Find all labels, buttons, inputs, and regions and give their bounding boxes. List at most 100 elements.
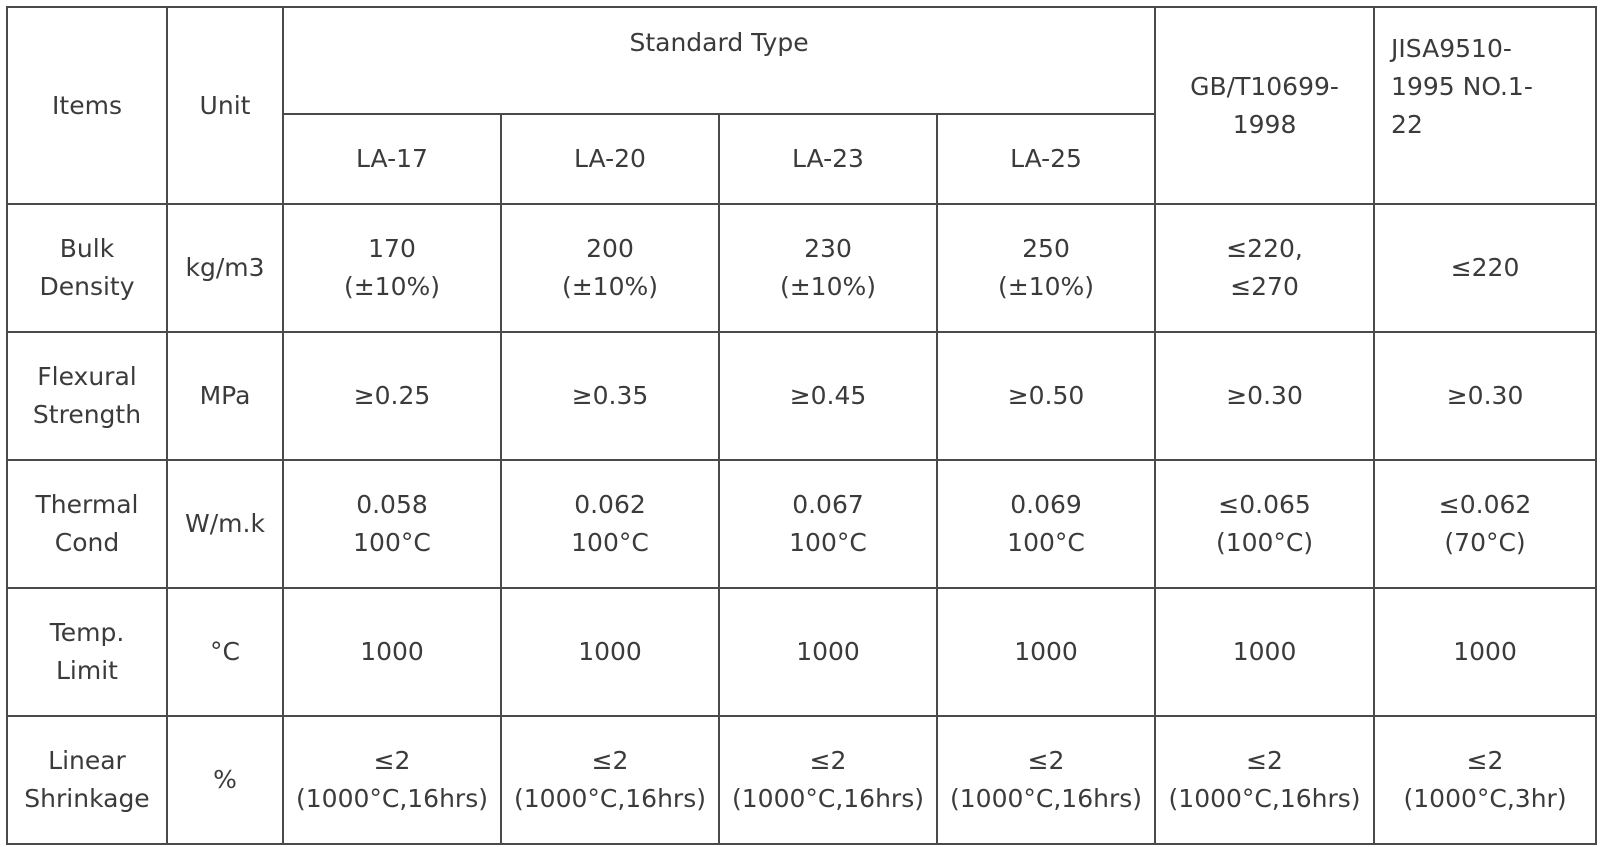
value-cell: ≤2 (1000°C,16hrs) [718, 715, 938, 845]
value-cell: ≤2 (1000°C,16hrs) [500, 715, 720, 845]
value-line: (±10%) [998, 272, 1095, 301]
header-row-1: Items Unit Standard Type GB/T10699- 1998… [6, 6, 1598, 205]
item-label: Thermal [35, 490, 139, 519]
value-line: 230 [804, 234, 852, 263]
header-standard-type: Standard Type [281, 6, 1157, 115]
value-line: 0.062 [574, 490, 646, 519]
value-line: (±10%) [779, 272, 877, 301]
value-line: 200 [586, 234, 634, 263]
value-line: ≤0.062 [1438, 490, 1532, 519]
value-line: (70°C) [1444, 528, 1526, 557]
value-cell: 170 (±10%) [282, 203, 502, 333]
item-label: Density [39, 272, 135, 301]
value-line: ≤220, [1226, 234, 1303, 263]
item-cell: Flexural Strength [6, 331, 168, 461]
header-gb-line: 1998 [1232, 109, 1297, 139]
unit-cell: W/m.k [166, 459, 284, 589]
header-items: Items [6, 6, 168, 205]
header-type-la17: LA-17 [282, 113, 502, 205]
item-label: Shrinkage [24, 784, 150, 813]
value-line: (100°C) [1215, 528, 1314, 557]
value-line: (1000°C,16hrs) [296, 784, 488, 813]
value-line: 1000 [578, 637, 642, 666]
value-cell: 250 (±10%) [935, 203, 1157, 333]
value-line: ≤2 [1027, 746, 1065, 775]
value-line: ≤220 [1450, 253, 1520, 282]
item-cell: Bulk Density [6, 203, 168, 333]
value-cell: ≤2 (1000°C,16hrs) [282, 715, 502, 845]
value-line: 100°C [353, 528, 431, 557]
value-line: 100°C [571, 528, 649, 557]
value-line: ≥0.30 [1446, 381, 1524, 410]
spec-table: Items Unit Standard Type GB/T10699- 1998… [6, 6, 1598, 845]
item-cell: Temp. Limit [6, 587, 168, 717]
header-gb-line: GB/T10699- [1190, 71, 1339, 101]
value-cell: 0.067 100°C [718, 459, 938, 589]
value-cell: ≤220, ≤270 [1154, 203, 1376, 333]
header-row-2: LA-17 LA-20 LA-23 LA-25 [7, 113, 1596, 205]
table-body: Bulk Density kg/m3 170 (±10%) 200 (±10%) 230 (±1… [6, 203, 1598, 845]
item-label: Cond [54, 528, 120, 557]
value-line: (1000°C,16hrs) [514, 784, 706, 813]
unit-cell: kg/m3 [166, 203, 284, 333]
table-row: Temp. Limit °C 1000 1000 1000 1000 1000 1000 [6, 587, 1598, 717]
value-line: (±10%) [343, 272, 441, 301]
value-line: 250 [1022, 234, 1070, 263]
value-cell: ≥0.35 [500, 331, 720, 461]
value-cell: ≤220 [1373, 203, 1598, 333]
value-line: ≤2 [373, 746, 411, 775]
item-cell: Linear Shrinkage [6, 715, 168, 845]
value-line: 0.069 [1010, 490, 1082, 519]
item-label: Flexural [37, 362, 137, 391]
value-line: ≥0.35 [571, 381, 649, 410]
value-line: ≤270 [1230, 272, 1299, 301]
item-label: Temp. [49, 618, 125, 647]
value-line: ≥0.25 [353, 381, 431, 410]
table-row: Linear Shrinkage% ≤2 (1000°C,16hrs) ≤2 (1000°… [6, 715, 1598, 845]
header-type-la20: LA-20 [500, 113, 720, 205]
value-line: ≥0.50 [1007, 381, 1085, 410]
value-cell: ≤0.065 (100°C) [1154, 459, 1376, 589]
value-line: 1000 [1232, 637, 1297, 666]
value-cell: 1000 [282, 587, 502, 717]
value-cell: ≤0.062 (70°C) [1373, 459, 1598, 589]
value-line: 100°C [789, 528, 867, 557]
value-cell: ≥0.30 [1154, 331, 1376, 461]
table-row: Flexural Strength MPa ≥0.25 ≥0.35 ≥0.45 ≥0.50 ≥… [6, 331, 1598, 461]
item-label: Linear [48, 746, 126, 775]
value-line: 1000 [360, 637, 424, 666]
value-cell: ≥0.50 [935, 331, 1157, 461]
value-line: 0.067 [792, 490, 864, 519]
value-line: 1000 [1453, 637, 1517, 666]
item-cell: Thermal Cond [6, 459, 168, 589]
unit-cell: °C [166, 587, 284, 717]
header-type-la23: LA-23 [718, 113, 938, 205]
unit-cell: MPa [166, 331, 284, 461]
value-line: ≤2 [591, 746, 629, 775]
value-cell: 0.069 100°C [935, 459, 1157, 589]
header-jis-line: 1995 NO.1- [1391, 72, 1533, 101]
value-cell: ≥0.30 [1373, 331, 1598, 461]
value-cell: 1000 [1373, 587, 1598, 717]
value-cell: ≤2 (1000°C,3hr) [1373, 715, 1598, 845]
value-line: (1000°C,16hrs) [950, 784, 1143, 813]
value-line: ≥0.30 [1226, 381, 1303, 410]
value-line: ≥0.45 [789, 381, 867, 410]
value-cell: 1000 [718, 587, 938, 717]
value-line: 100°C [1007, 528, 1085, 557]
value-line: 0.058 [356, 490, 428, 519]
value-cell: 1000 [500, 587, 720, 717]
value-cell: ≤2 (1000°C,16hrs) [1154, 715, 1376, 845]
value-cell: 0.062 100°C [500, 459, 720, 589]
value-cell: 1000 [935, 587, 1157, 717]
value-line: ≤2 [1466, 746, 1504, 775]
value-line: 1000 [796, 637, 860, 666]
value-line: ≤0.065 [1218, 490, 1311, 519]
item-label: Strength [32, 400, 142, 429]
value-line: 1000 [1014, 637, 1078, 666]
table-row: Bulk Density kg/m3 170 (±10%) 200 (±10%) 230 (±1… [6, 203, 1598, 333]
value-cell: 1000 [1154, 587, 1376, 717]
table-row: Thermal Cond W/m.k 0.058 100°C 0.062 100°C 0.06… [6, 459, 1598, 589]
value-cell: 200 (±10%) [500, 203, 720, 333]
header-jis-standard: JISA9510- 1995 NO.1- 22 [1373, 6, 1598, 205]
